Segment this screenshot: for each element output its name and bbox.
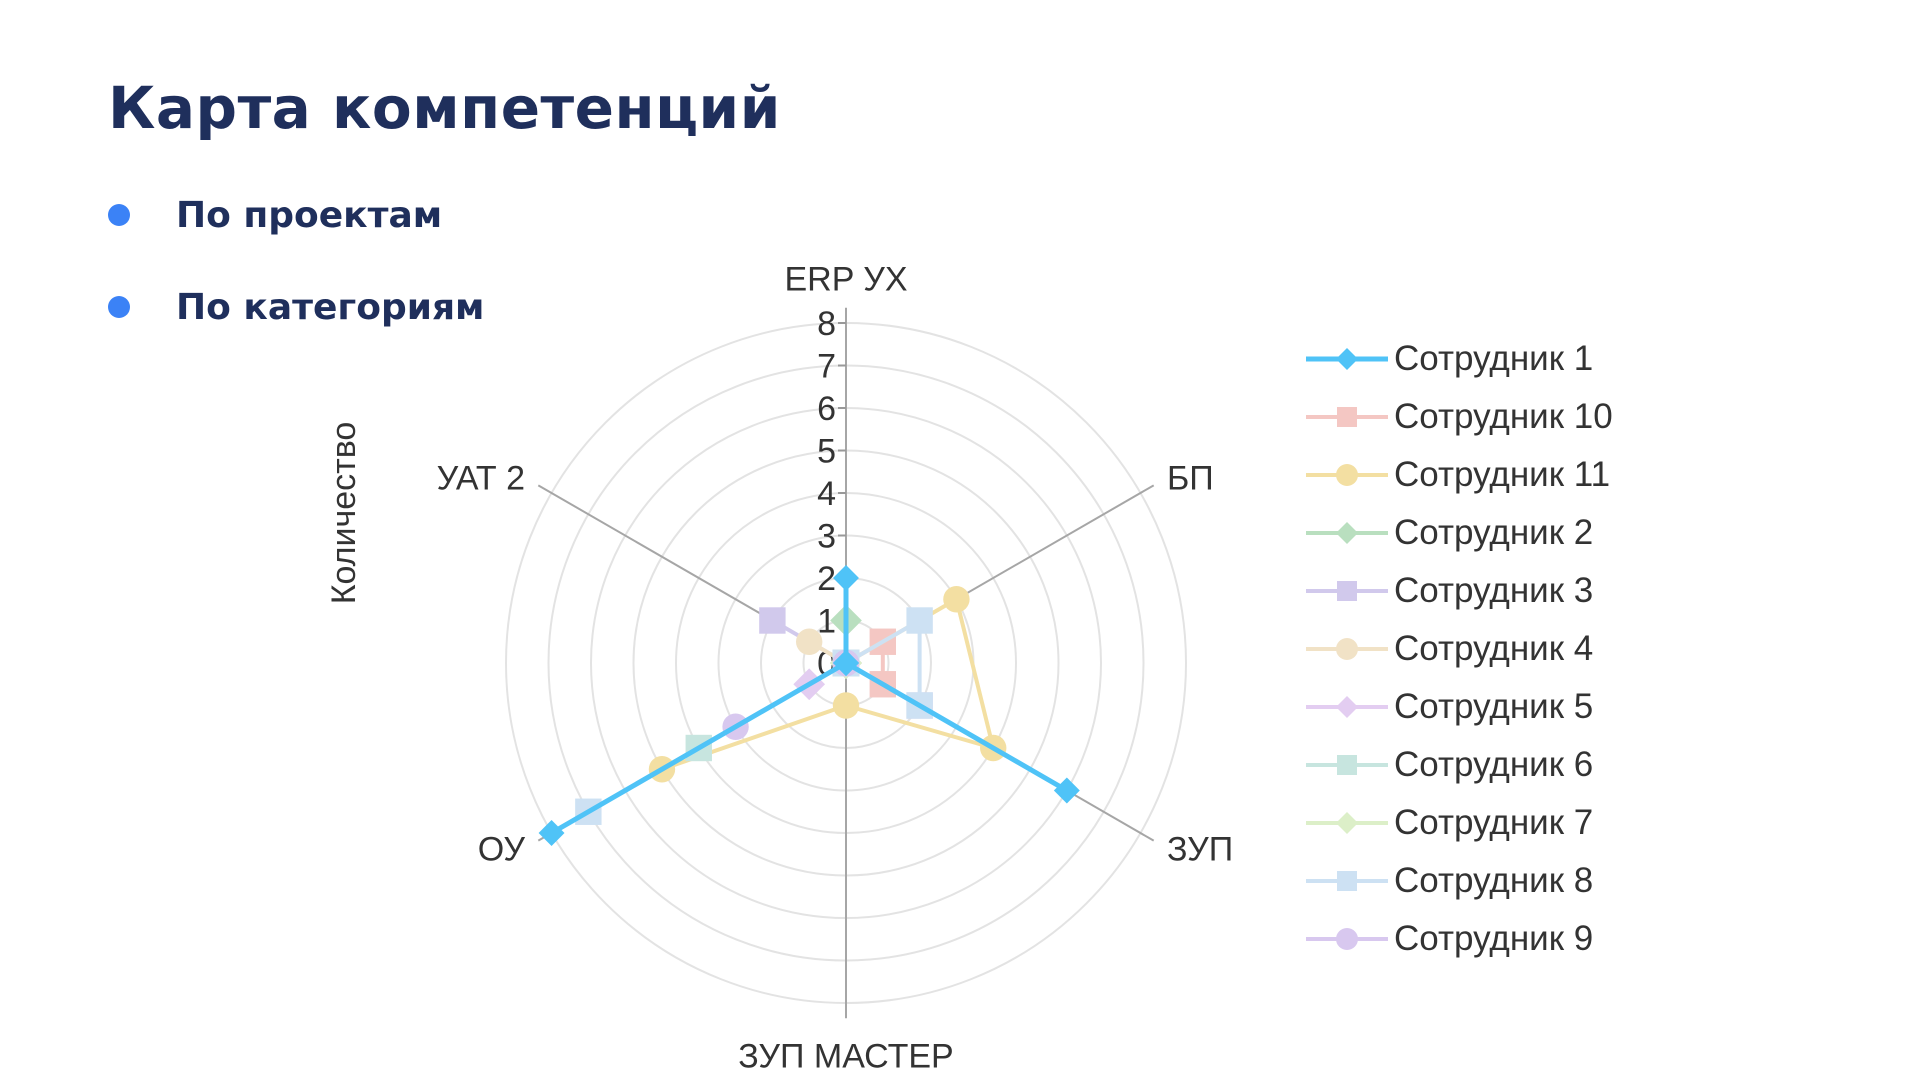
- legend-label: Сотрудник 2: [1394, 513, 1594, 552]
- legend-swatch-icon: [1306, 928, 1388, 950]
- legend-label: Сотрудник 1: [1394, 339, 1594, 378]
- legend-marker: [1336, 638, 1358, 660]
- axis-label: ЗУП МАСТЕР: [738, 1038, 953, 1076]
- slide-title: Карта компетенций: [108, 74, 781, 142]
- bullet-dot-icon: [108, 296, 130, 318]
- data-point: [943, 586, 970, 613]
- legend-swatch-icon: [1306, 812, 1388, 834]
- data-point: [759, 607, 786, 634]
- tick-label: 5: [817, 433, 836, 471]
- data-point: [795, 628, 823, 655]
- data-point: [833, 650, 859, 676]
- legend-swatch-icon: [1306, 407, 1388, 427]
- axis-label: УАТ 2: [437, 460, 525, 498]
- legend-swatch-icon: [1306, 581, 1388, 601]
- tick-label: 8: [817, 305, 836, 343]
- data-point: [1053, 777, 1080, 804]
- bullet-text: По категориям: [176, 287, 485, 328]
- tick-label: 7: [817, 348, 836, 386]
- legend-item[interactable]: Сотрудник 1: [1304, 330, 1613, 388]
- legend-item[interactable]: Сотрудник 9: [1304, 910, 1613, 968]
- legend-marker: [1336, 812, 1358, 834]
- legend-item[interactable]: Сотрудник 2: [1304, 504, 1613, 562]
- chart-legend: Сотрудник 1 Сотрудник 10 Сотрудник 11 Сотру…: [1304, 330, 1613, 968]
- tick-label: 4: [817, 475, 836, 513]
- legend-label: Сотрудник 10: [1394, 397, 1613, 436]
- legend-label: Сотрудник 5: [1394, 687, 1594, 726]
- y-axis-label: Количество: [325, 422, 363, 605]
- tick-label: 1: [817, 603, 836, 641]
- legend-item[interactable]: Сотрудник 5: [1304, 678, 1613, 736]
- data-point: [833, 565, 859, 591]
- tick-label: 3: [817, 518, 836, 556]
- legend-marker: [1337, 407, 1357, 427]
- legend-swatch-icon: [1306, 464, 1388, 486]
- data-point: [906, 607, 933, 634]
- axis-label: ОУ: [478, 830, 526, 868]
- axis-label: БП: [1167, 460, 1214, 498]
- legend-item[interactable]: Сотрудник 7: [1304, 794, 1613, 852]
- legend-swatch-icon: [1306, 638, 1388, 660]
- legend-item[interactable]: Сотрудник 6: [1304, 736, 1613, 794]
- series-сотрудник-1: [538, 565, 1080, 846]
- legend-swatch-icon: [1306, 348, 1388, 370]
- bullet-dot-icon: [108, 204, 130, 226]
- legend-item[interactable]: Сотрудник 10: [1304, 388, 1613, 446]
- legend-marker: [1337, 581, 1357, 601]
- legend-item[interactable]: Сотрудник 4: [1304, 620, 1613, 678]
- legend-label: Сотрудник 9: [1394, 919, 1594, 958]
- data-point: [538, 820, 565, 846]
- legend-swatch-icon: [1306, 522, 1388, 544]
- legend-item[interactable]: Сотрудник 3: [1304, 562, 1613, 620]
- legend-marker: [1336, 522, 1358, 544]
- tick-label: 2: [817, 560, 836, 598]
- legend-marker: [1337, 755, 1357, 775]
- legend-marker: [1336, 928, 1358, 950]
- series-line: [549, 575, 1070, 836]
- legend-label: Сотрудник 3: [1394, 571, 1594, 610]
- legend-label: Сотрудник 4: [1394, 629, 1594, 668]
- legend-label: Сотрудник 8: [1394, 861, 1594, 900]
- bullet-item: По категориям: [108, 282, 484, 374]
- legend-swatch-icon: [1306, 871, 1388, 891]
- bullet-text: По проектам: [176, 195, 443, 236]
- legend-marker: [1336, 696, 1358, 718]
- legend-marker: [1336, 348, 1358, 370]
- legend-marker: [1337, 871, 1357, 891]
- bullet-list: По проектам По категориям: [108, 190, 484, 374]
- legend-item[interactable]: Сотрудник 11: [1304, 446, 1613, 504]
- bullet-item: По проектам: [108, 190, 484, 282]
- tick-label: 6: [817, 390, 836, 428]
- legend-item[interactable]: Сотрудник 8: [1304, 852, 1613, 910]
- legend-marker: [1336, 464, 1358, 486]
- legend-label: Сотрудник 7: [1394, 803, 1594, 842]
- radar-grid: [505, 307, 1187, 1019]
- legend-swatch-icon: [1306, 755, 1388, 775]
- legend-swatch-icon: [1306, 696, 1388, 718]
- axis-label: ЗУП: [1167, 830, 1233, 868]
- axis-label: ERP УХ: [784, 260, 907, 298]
- legend-label: Сотрудник 6: [1394, 745, 1594, 784]
- axis-labels: ERP УХ БП ЗУП ЗУП МАСТЕР ОУ УАТ 2: [437, 260, 1234, 1075]
- data-point: [832, 692, 860, 719]
- legend-label: Сотрудник 11: [1394, 455, 1611, 494]
